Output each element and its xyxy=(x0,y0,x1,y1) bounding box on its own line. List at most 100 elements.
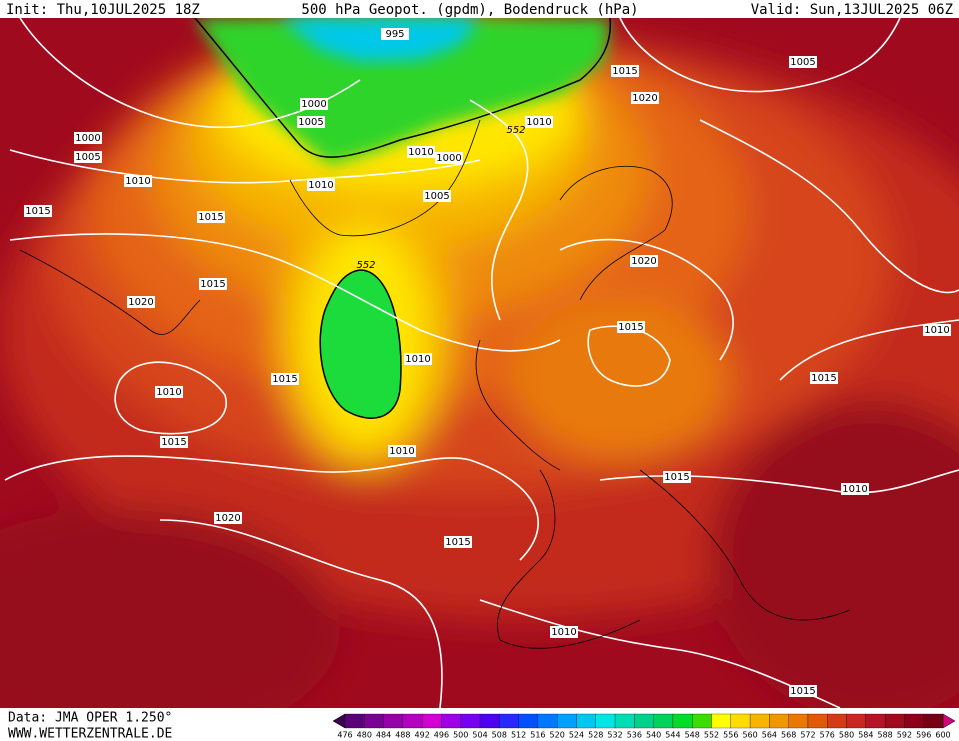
colorbar-label: 556 xyxy=(723,731,738,740)
colorbar-swatch xyxy=(865,713,886,729)
label-box xyxy=(381,28,409,40)
label-box xyxy=(630,255,658,267)
colorbar-swatch xyxy=(634,713,654,729)
label-box xyxy=(197,211,225,223)
colorbar-label: 492 xyxy=(415,731,430,740)
isobar-label: 1015 xyxy=(25,206,50,217)
colorbar-label: 512 xyxy=(511,731,526,740)
colorbar-swatch xyxy=(653,713,674,729)
label-box xyxy=(24,205,52,217)
colorbar-swatch xyxy=(827,713,847,729)
colorbar-swatch xyxy=(441,713,461,729)
label-box xyxy=(810,372,838,384)
isobar-label: 1015 xyxy=(811,373,836,384)
green-region xyxy=(195,18,610,165)
colorbar-swatch xyxy=(460,713,481,729)
colorbar-swatch xyxy=(884,713,905,729)
data-source: Data: JMA OPER 1.250° xyxy=(8,711,172,726)
label-box xyxy=(297,116,325,128)
colorbar-swatch xyxy=(383,713,404,729)
map: 9951000100510001005101010151015101010101… xyxy=(0,18,959,708)
isobar-label: 1010 xyxy=(405,354,430,365)
colorbar-swatch xyxy=(672,713,693,729)
isobar-label: 1015 xyxy=(200,279,225,290)
colorbar-label: 548 xyxy=(685,731,700,740)
isobar-label: 1000 xyxy=(436,153,461,164)
colorbar-swatch xyxy=(711,713,731,729)
contour-552 xyxy=(194,18,612,158)
colorbar-label: 544 xyxy=(665,731,680,740)
isobar-label: 1015 xyxy=(618,322,643,333)
label-box xyxy=(550,626,578,638)
label-box xyxy=(199,278,227,290)
colorbar-swatch xyxy=(364,713,384,729)
isobar-label: 1015 xyxy=(272,374,297,385)
isobar-label: 1015 xyxy=(790,686,815,697)
colorbar-swatch xyxy=(769,713,789,729)
colorbar-label: 596 xyxy=(916,731,931,740)
colorbar-label: 476 xyxy=(337,731,352,740)
isobar-label: 1020 xyxy=(215,513,240,524)
isobar-label: 1010 xyxy=(156,387,181,398)
colorbar-arrow xyxy=(942,713,956,729)
isobar-label: 1005 xyxy=(75,152,100,163)
colorbar-label: 576 xyxy=(820,731,835,740)
colorbar-swatch xyxy=(402,713,423,729)
isobar-label: 1015 xyxy=(664,472,689,483)
colorbar-swatch xyxy=(807,713,828,729)
colorbar-swatch xyxy=(904,713,924,729)
label-box xyxy=(789,56,817,68)
colorbar-swatch xyxy=(557,713,577,729)
label-box xyxy=(271,373,299,385)
contour-label: 552 xyxy=(506,125,525,136)
colorbar-swatch xyxy=(730,713,751,729)
label-box xyxy=(124,175,152,187)
colorbar-label: 600 xyxy=(935,731,950,740)
label-box xyxy=(617,321,645,333)
colorbar-label: 504 xyxy=(472,731,487,740)
colorbar-label: 528 xyxy=(588,731,603,740)
colorbar-label: 508 xyxy=(492,731,507,740)
colorbar-label: 516 xyxy=(530,731,545,740)
contour-label: 552 xyxy=(356,260,375,271)
website: WWW.WETTERZENTRALE.DE xyxy=(8,727,172,741)
colorbar-swatch xyxy=(749,713,770,729)
label-box xyxy=(74,132,102,144)
label-box xyxy=(525,116,553,128)
isobar-label: 1010 xyxy=(526,117,551,128)
colorbar-label: 484 xyxy=(376,731,391,740)
colorbar-swatch xyxy=(422,713,442,729)
colorbar-label: 540 xyxy=(646,731,661,740)
isobar-label: 1000 xyxy=(75,133,100,144)
label-box xyxy=(631,92,659,104)
label-box xyxy=(388,445,416,457)
isobar-label: 1000 xyxy=(301,99,326,110)
isobar-label: 1015 xyxy=(198,212,223,223)
header-bar xyxy=(0,0,959,18)
colorbar-swatch xyxy=(692,713,712,729)
isobar-label: 1020 xyxy=(632,93,657,104)
colorbar-label: 520 xyxy=(550,731,565,740)
map-title: 500 hPa Geopot. (gpdm), Bodendruck (hPa) xyxy=(301,2,638,18)
label-box xyxy=(404,353,432,365)
label-box xyxy=(789,685,817,697)
isobar-label: 995 xyxy=(385,29,404,40)
colorbar-swatch xyxy=(788,713,809,729)
isobar-label: 1010 xyxy=(308,180,333,191)
colorbar-label: 488 xyxy=(395,731,410,740)
colorbar-label: 560 xyxy=(742,731,757,740)
colorbar-label: 572 xyxy=(800,731,815,740)
colorbar-swatch xyxy=(499,713,519,729)
colorbar-label: 564 xyxy=(762,731,777,740)
colorbar-label: 592 xyxy=(897,731,912,740)
colorbar-label: 532 xyxy=(607,731,622,740)
colorbar-label: 588 xyxy=(877,731,892,740)
isobar-label: 1015 xyxy=(445,537,470,548)
isobar-label: 1020 xyxy=(631,256,656,267)
isobar-label: 1015 xyxy=(612,66,637,77)
label-box xyxy=(407,146,435,158)
colorbar-label: 584 xyxy=(858,731,873,740)
label-box xyxy=(611,65,639,77)
